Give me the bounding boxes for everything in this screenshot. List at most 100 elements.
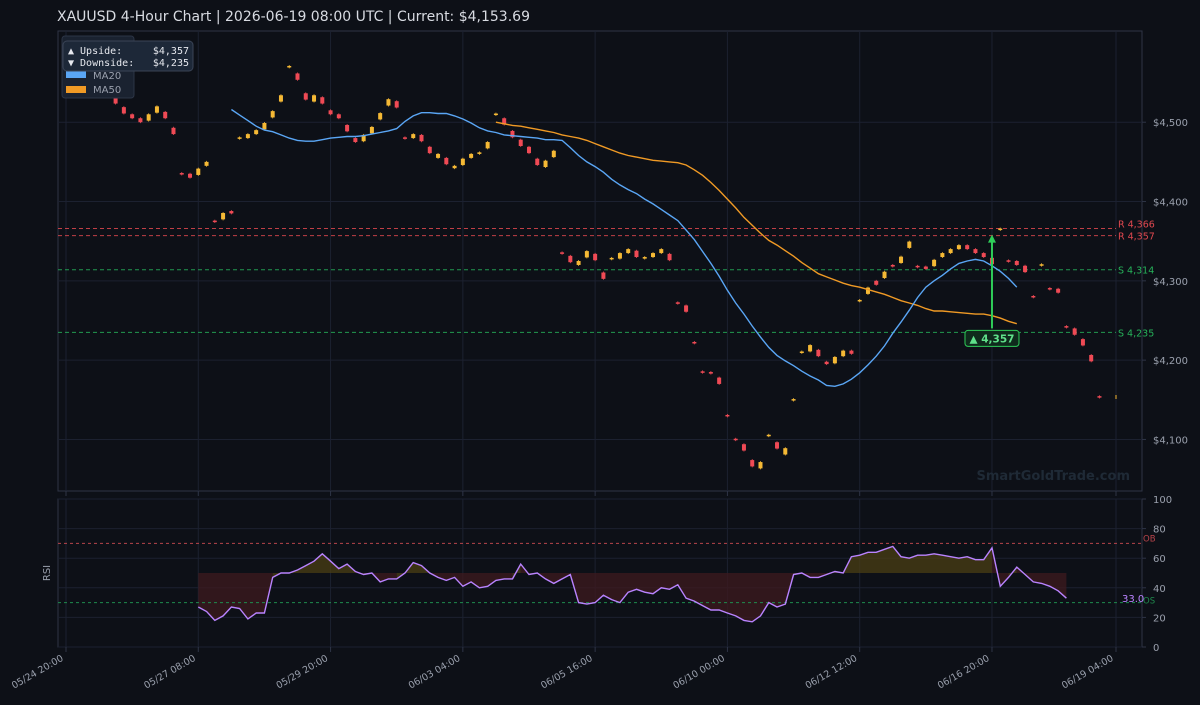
candle — [146, 114, 151, 121]
oversold-label: OS — [1143, 597, 1155, 607]
candle — [808, 345, 813, 352]
candle — [609, 257, 614, 260]
candle — [841, 350, 846, 357]
rsi-tick-label: 80 — [1153, 525, 1166, 536]
candle — [684, 305, 689, 312]
candle — [419, 134, 424, 142]
candle — [402, 137, 407, 139]
upside-value: $4,357 — [153, 46, 189, 57]
chart-title: XAUUSD 4-Hour Chart | 2026-06-19 08:00 U… — [57, 9, 530, 25]
candle — [956, 245, 961, 250]
candle — [535, 158, 540, 166]
candle — [1072, 328, 1077, 335]
candle — [882, 271, 887, 279]
candle — [493, 113, 498, 116]
ma20-legend-swatch — [66, 71, 86, 78]
candle — [378, 113, 383, 120]
candle — [1047, 288, 1052, 290]
candle — [733, 438, 738, 441]
candle — [766, 434, 771, 437]
candle — [675, 302, 680, 304]
candle — [700, 371, 705, 373]
candle — [758, 462, 763, 469]
candle — [221, 213, 226, 220]
candle — [890, 264, 895, 267]
candle — [1014, 261, 1019, 265]
candle — [824, 361, 829, 365]
support-label: S 4,235 — [1118, 328, 1154, 339]
candle — [262, 123, 267, 130]
candle — [353, 138, 358, 143]
candle — [427, 146, 432, 154]
rsi-y-tick-labels: 0 20 40 60 80 100 — [1142, 495, 1172, 654]
candle — [932, 259, 937, 267]
rsi-tick-label: 100 — [1153, 495, 1172, 506]
price-tick-label: $4,300 — [1153, 277, 1188, 288]
candle — [617, 253, 622, 259]
candle — [874, 280, 879, 285]
candle — [320, 97, 325, 104]
target-badge-box — [964, 329, 1020, 347]
ma50-line — [495, 121, 1017, 325]
price-panel: $4,100$4,200$4,300$4,400$4,500 R 4,366R … — [57, 30, 1188, 492]
candle — [469, 153, 474, 158]
candle — [436, 153, 441, 158]
rsi-fill-above-50 — [826, 546, 992, 575]
candle — [832, 356, 837, 364]
candle — [692, 341, 697, 344]
candle — [965, 245, 970, 250]
candle — [560, 252, 565, 254]
downside-value: $4,235 — [153, 58, 189, 69]
candle — [642, 257, 647, 259]
candle — [444, 157, 449, 165]
support-label: S 4,314 — [1118, 266, 1154, 277]
candle — [775, 442, 780, 449]
rsi-axis-label: RSI — [42, 565, 53, 581]
price-panel-frame — [57, 30, 1143, 492]
target-info-box — [62, 40, 194, 72]
candle — [651, 253, 656, 258]
candle — [659, 249, 664, 254]
candle — [518, 139, 523, 146]
candle — [940, 253, 945, 258]
candle — [394, 101, 399, 108]
rsi-fill-below-50 — [198, 573, 273, 621]
rsi-fill-below-50 — [429, 573, 513, 588]
candle — [179, 173, 184, 175]
candle — [601, 272, 606, 279]
overbought-label: OB — [1143, 534, 1156, 544]
rsi-reference-lines: OB OS — [58, 534, 1156, 607]
candle — [171, 127, 176, 135]
candle — [1080, 339, 1085, 346]
candle — [543, 160, 548, 168]
price-tick-label: $4,100 — [1153, 435, 1188, 446]
candle — [163, 111, 168, 119]
candle — [857, 299, 862, 302]
candle — [138, 118, 143, 123]
candle — [386, 99, 391, 106]
candle — [369, 126, 374, 134]
rsi-fill-below-50 — [1016, 567, 1067, 599]
candle — [130, 114, 135, 119]
candle — [113, 97, 118, 104]
candle — [667, 253, 672, 261]
candle — [865, 287, 870, 294]
rsi-tick-label: 40 — [1153, 584, 1166, 595]
candle — [526, 146, 531, 154]
candle — [568, 255, 573, 263]
candle — [411, 134, 416, 139]
candle — [295, 73, 300, 80]
candle — [1097, 396, 1102, 398]
ma50-legend-label: MA50 — [93, 85, 121, 96]
candle — [998, 228, 1003, 231]
candle — [593, 253, 598, 261]
candle — [278, 95, 283, 102]
candle — [460, 158, 465, 166]
candle — [1089, 354, 1094, 362]
candle — [270, 111, 275, 118]
candle — [634, 250, 639, 258]
price-y-tick-labels: $4,100 $4,200 $4,300 $4,400 $4,500 — [1142, 118, 1188, 446]
candle — [849, 350, 854, 354]
legend: MA20 MA50 ▲ Upside: $4,357 ▼ Downside: $… — [61, 35, 194, 99]
